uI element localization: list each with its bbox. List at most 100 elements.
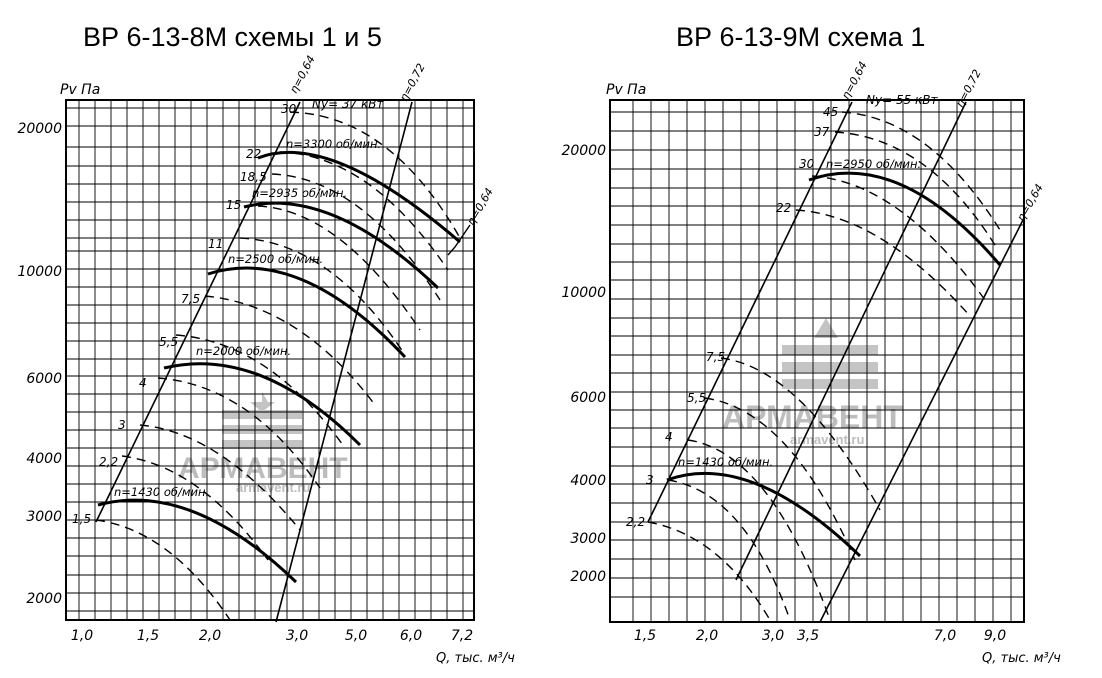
series-label: n=2500 об/мин. (228, 252, 323, 266)
chart-left: 2000 3000 4000 6000 10000 20000 1,0 1,5 2,0 3,0 5,… (17, 53, 495, 644)
power-curve (647, 521, 771, 621)
x-tick-label: 3,0 (286, 628, 308, 644)
power-title: Nу= 55 кВт (866, 93, 939, 107)
chart-right: 2000 3000 4000 6000 10000 20000 1,5 2,0 3,0 3,5 7,… (561, 59, 1045, 644)
chart-left-ylabel: Pv Па (60, 82, 100, 98)
x-tick-label: 7,0 (934, 628, 956, 644)
power-curve (795, 209, 971, 317)
power-curve (95, 519, 231, 621)
power-label: 7,5 (181, 292, 200, 306)
series-label: n=2000 об/мин. (196, 344, 291, 358)
y-tick-label: 20000 (561, 143, 606, 159)
power-curve (687, 439, 831, 621)
power-curve (704, 397, 856, 561)
power-label: 2,2 (626, 515, 645, 529)
plot-frame (65, 99, 475, 621)
y-tick-label: 6000 (570, 390, 606, 406)
x-tick-label: 5,0 (345, 628, 367, 644)
y-tick-label: 6000 (26, 371, 62, 387)
x-tick-label: 9,0 (984, 628, 1006, 644)
efficiency-line-0-64-end (819, 217, 1025, 623)
power-label: 2,2 (99, 455, 118, 469)
y-tick-label: 20000 (17, 121, 62, 137)
x-tick-label: 3,0 (762, 628, 784, 644)
chart-left-xlabel: Q, тыс. м³/ч (436, 651, 515, 666)
efficiency-label: η=0,64 (464, 186, 496, 228)
power-label: 37 (814, 125, 830, 139)
power-label: 22 (776, 201, 791, 215)
speed-curve (257, 150, 461, 244)
power-label: 4 (139, 376, 147, 390)
speed-curve (163, 362, 362, 447)
power-label: 18,5 (240, 170, 267, 184)
x-tick-label: 6,0 (400, 628, 422, 644)
series-label: n=3300 об/мин. (286, 137, 381, 151)
power-label: 45 (823, 105, 838, 119)
efficiency-line-0-64-end (447, 224, 471, 256)
power-curve (239, 237, 404, 353)
series-label: n=2935 об/мин. (252, 186, 347, 200)
plot-frame (609, 99, 1025, 623)
power-label: 11 (208, 237, 223, 251)
power-label: 15 (226, 198, 241, 212)
series-label: n=2950 об/мин. (826, 157, 921, 171)
y-tick-label: 3000 (570, 531, 606, 547)
x-tick-label: 3,5 (797, 628, 819, 644)
y-tick-label: 2000 (26, 591, 62, 607)
power-curve (667, 479, 791, 621)
x-tick-label: 1,5 (137, 628, 159, 644)
power-curve (811, 175, 986, 301)
power-curve (175, 334, 346, 449)
x-tick-label: 7,2 (451, 628, 473, 644)
power-curve (841, 111, 1001, 231)
watermark-url: armavent.ru (790, 432, 864, 447)
efficiency-line-0-64 (95, 101, 301, 523)
efficiency-label: η=0,72 (953, 67, 984, 109)
power-label: 5,5 (159, 335, 178, 349)
power-curve (720, 357, 881, 511)
power-label: 4 (665, 430, 673, 444)
power-title: Nу= 37 кВт (312, 97, 385, 111)
y-tick-label: 3000 (26, 509, 62, 525)
y-tick-label: 10000 (561, 285, 606, 301)
speed-curve (207, 266, 407, 359)
power-curve (121, 455, 269, 561)
power-curve (139, 424, 301, 531)
x-tick-label: 2,0 (199, 628, 221, 644)
speed-curve (808, 171, 1002, 266)
series-label: n=1430 об/мин. (678, 455, 773, 469)
power-label: 7,5 (706, 350, 725, 364)
y-tick-label: 4000 (570, 473, 606, 489)
efficiency-line-0-72 (275, 101, 413, 623)
power-curve (204, 295, 376, 406)
watermark-logo-icon (782, 318, 878, 389)
power-curve (834, 131, 999, 251)
chart-left-title: ВР 6-13-8М схемы 1 и 5 (83, 22, 382, 52)
power-label: 22 (246, 147, 261, 161)
efficiency-line-0-72 (735, 101, 967, 581)
chart-right-title: ВР 6-13-9М схема 1 (676, 22, 925, 52)
efficiency-label: η=0,72 (397, 61, 428, 103)
y-tick-label: 2000 (570, 569, 606, 585)
speed-curve (97, 498, 298, 584)
series-label: n=1430 об/мин. (114, 485, 209, 499)
x-tick-label: 1,5 (634, 628, 656, 644)
y-tick-label: 10000 (17, 264, 62, 280)
power-label: 30 (281, 102, 297, 116)
power-curve (257, 205, 421, 331)
chart-right-ylabel: Pv Па (606, 82, 646, 98)
speed-curve (243, 201, 440, 290)
watermark-logo-icon (222, 392, 302, 449)
y-tick-label: 4000 (26, 451, 62, 467)
speed-curve (666, 472, 862, 558)
x-tick-label: 1,0 (71, 628, 93, 644)
power-label: 1,5 (72, 512, 91, 526)
power-curve (157, 377, 321, 489)
efficiency-line-0-64 (647, 101, 853, 523)
power-label: 3 (118, 418, 126, 432)
power-label: 3 (646, 473, 654, 487)
efficiency-label: η=0,64 (287, 53, 318, 95)
watermark-url: armavent.ru (236, 480, 310, 495)
power-label: 30 (799, 157, 815, 171)
